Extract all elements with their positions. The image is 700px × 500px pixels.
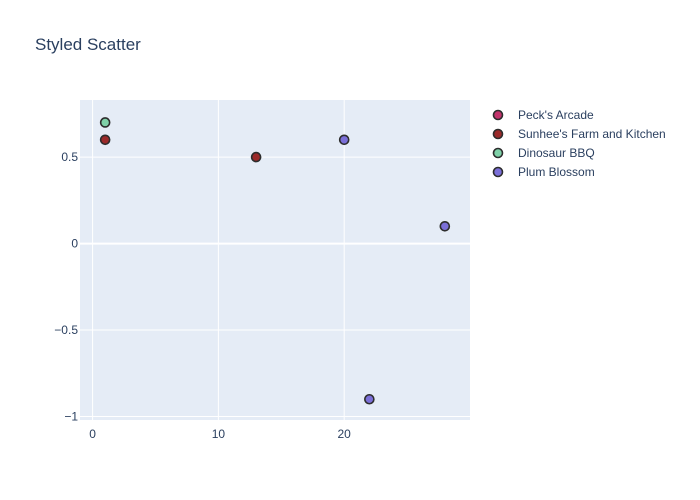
plot-area (80, 100, 470, 420)
legend-item[interactable]: Sunhee's Farm and Kitchen (492, 127, 666, 141)
y-axis-ticks: −1 −0.5 0 0.5 (54, 150, 78, 423)
legend-marker (492, 166, 504, 178)
data-point (99, 117, 111, 128)
data-point (250, 151, 262, 163)
data-point (99, 134, 111, 146)
grid-lines (80, 100, 470, 420)
y-tick-label: −1 (64, 410, 78, 424)
data-points (99, 117, 451, 405)
legend-item[interactable]: Peck's Arcade (492, 108, 594, 122)
legend: Peck's Arcade Sunhee's Farm and Kitchen Di… (492, 108, 666, 179)
x-tick-label: 0 (89, 427, 96, 441)
y-tick-label: −0.5 (54, 323, 78, 337)
x-tick-label: 20 (338, 427, 352, 441)
x-tick-label: 10 (212, 427, 226, 441)
data-point (439, 220, 451, 232)
legend-item[interactable]: Dinosaur BBQ (492, 146, 595, 160)
legend-marker (492, 128, 504, 140)
legend-label: Dinosaur BBQ (518, 146, 595, 160)
legend-item[interactable]: Plum Blossom (492, 165, 595, 179)
legend-label: Sunhee's Farm and Kitchen (518, 127, 666, 141)
chart-title: Styled Scatter (35, 35, 141, 54)
y-tick-label: 0.5 (61, 150, 78, 164)
legend-marker (492, 147, 504, 159)
x-axis-ticks: 0 10 20 (89, 427, 351, 441)
data-point (338, 134, 350, 146)
y-tick-label: 0 (71, 237, 78, 251)
data-point (364, 393, 375, 405)
legend-marker (492, 109, 504, 121)
legend-label: Plum Blossom (518, 165, 595, 179)
legend-label: Peck's Arcade (518, 108, 594, 122)
